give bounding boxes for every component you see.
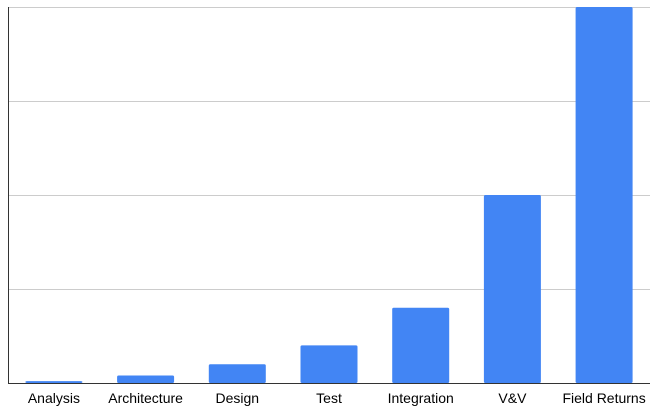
bar-test bbox=[300, 345, 358, 383]
x-tick-label: Test bbox=[316, 390, 342, 406]
x-tick-label: Field Returns bbox=[562, 390, 645, 406]
gridlines bbox=[8, 7, 650, 290]
x-tick-label: Analysis bbox=[28, 390, 80, 406]
bar-design bbox=[208, 364, 266, 383]
bar-integration bbox=[392, 307, 450, 383]
x-tick-label: Design bbox=[216, 390, 260, 406]
x-tick-label: Architecture bbox=[108, 390, 183, 406]
axes bbox=[8, 7, 650, 384]
x-tick-labels: Analysis Architecture Design Test Integratio… bbox=[28, 390, 646, 406]
bar-v-v bbox=[483, 195, 541, 383]
bar-field-returns bbox=[575, 7, 633, 383]
bar-analysis bbox=[25, 381, 83, 383]
bar-architecture bbox=[117, 375, 175, 383]
x-tick-label: V&V bbox=[498, 390, 527, 406]
x-tick-label: Integration bbox=[388, 390, 454, 406]
bars bbox=[25, 7, 633, 383]
